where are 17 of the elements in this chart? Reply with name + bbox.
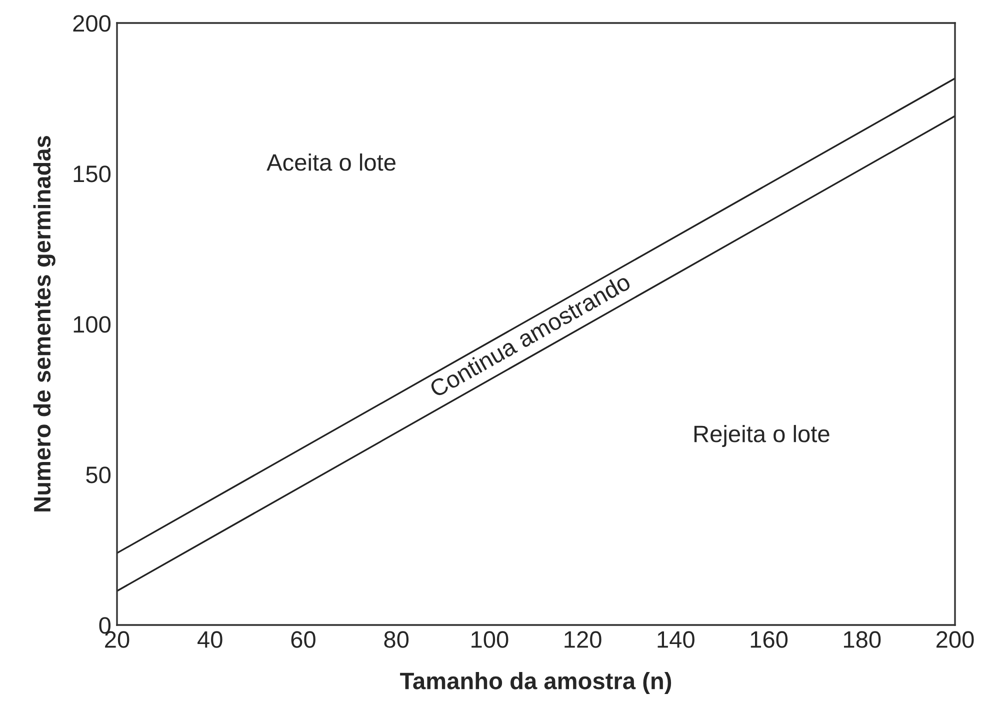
x-tick-label: 140 xyxy=(658,631,694,648)
y-tick-label: 50 xyxy=(86,466,111,484)
x-tick-label: 40 xyxy=(198,631,222,648)
x-tick-label: 100 xyxy=(472,631,508,648)
y-axis-title: Numero de sementes germinadas xyxy=(33,136,56,512)
y-tick-label: 150 xyxy=(74,166,111,182)
x-axis-title: Tamanho da amostra (n) xyxy=(400,672,672,694)
annotation: Rejeita o lote xyxy=(694,424,830,447)
x-tick-label: 60 xyxy=(291,631,316,648)
y-tick-label: 100 xyxy=(74,316,111,333)
x-tick-label: 80 xyxy=(384,631,409,648)
annotation: Aceita o lote xyxy=(266,153,396,171)
x-tick-label: 180 xyxy=(844,631,881,648)
x-tick-label: 200 xyxy=(936,631,974,648)
x-tick-label: 120 xyxy=(564,631,602,648)
y-tick-label: 200 xyxy=(73,15,111,32)
x-tick-label: 160 xyxy=(750,631,788,648)
